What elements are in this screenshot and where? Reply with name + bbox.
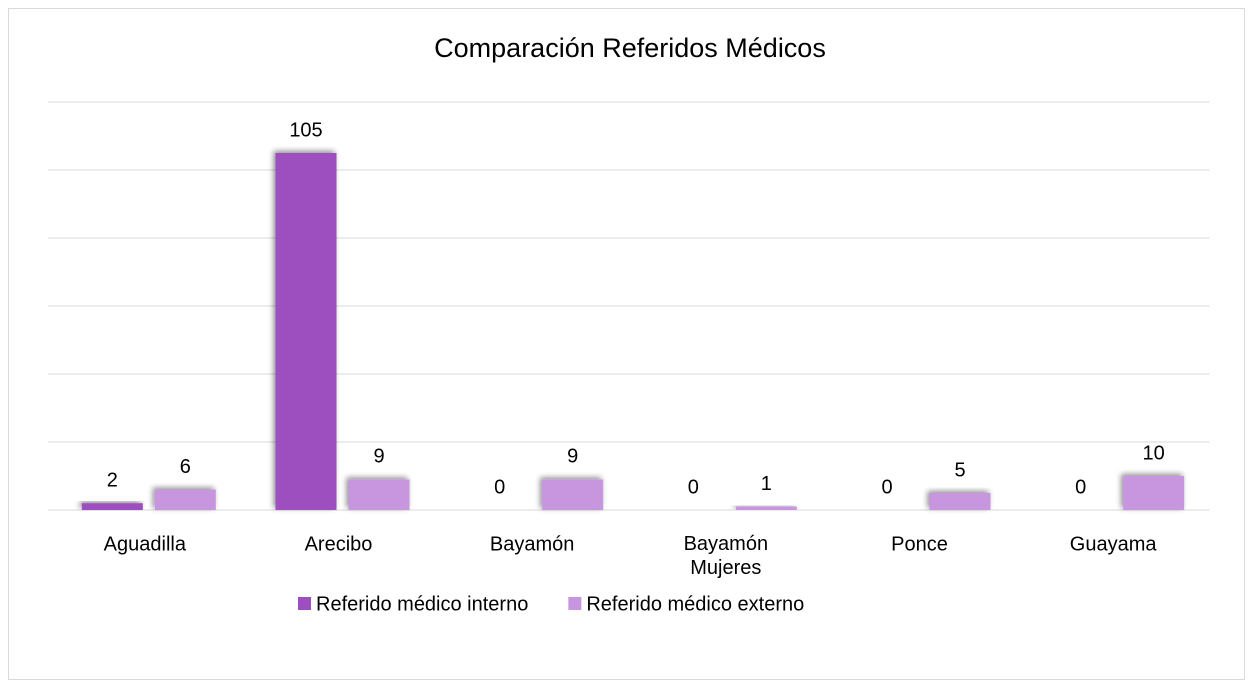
x-tick-label-line: Bayamón: [684, 533, 769, 555]
data-label: 1: [761, 473, 772, 495]
bar: [735, 506, 797, 510]
chart-title: Comparación Referidos Médicos: [434, 33, 826, 63]
bar: [1123, 476, 1185, 510]
legend-label: Referido médico interno: [316, 593, 528, 615]
data-label: 5: [954, 459, 965, 481]
x-tick-label: Ponce: [891, 533, 948, 555]
x-tick-label: Guayama: [1070, 533, 1158, 555]
x-tick-label: Aguadilla: [104, 533, 187, 555]
data-label: 0: [1075, 476, 1086, 498]
data-label: 2: [107, 469, 118, 491]
bar: [154, 489, 216, 510]
bar: [275, 153, 337, 510]
bar: [81, 503, 143, 510]
data-label: 0: [494, 476, 505, 498]
bar: [348, 479, 410, 510]
data-label: 0: [688, 476, 699, 498]
data-label: 6: [180, 456, 191, 478]
data-label: 0: [881, 476, 892, 498]
legend-swatch: [568, 597, 582, 610]
data-label: 9: [373, 446, 384, 468]
data-label: 105: [289, 119, 322, 141]
chart-frame: [8, 8, 1245, 680]
data-label: 10: [1143, 442, 1165, 464]
x-tick-label: Bayamón: [490, 533, 575, 555]
legend-swatch: [298, 597, 311, 610]
x-tick-label-line: Mujeres: [690, 557, 761, 579]
data-label: 9: [567, 446, 578, 468]
x-tick-label: Bayamón Mujeres: [684, 533, 769, 579]
legend-label: Referido médico externo: [586, 593, 804, 615]
bar: [929, 493, 991, 510]
x-tick-label: Arecibo: [305, 533, 373, 555]
bar: [542, 479, 604, 510]
